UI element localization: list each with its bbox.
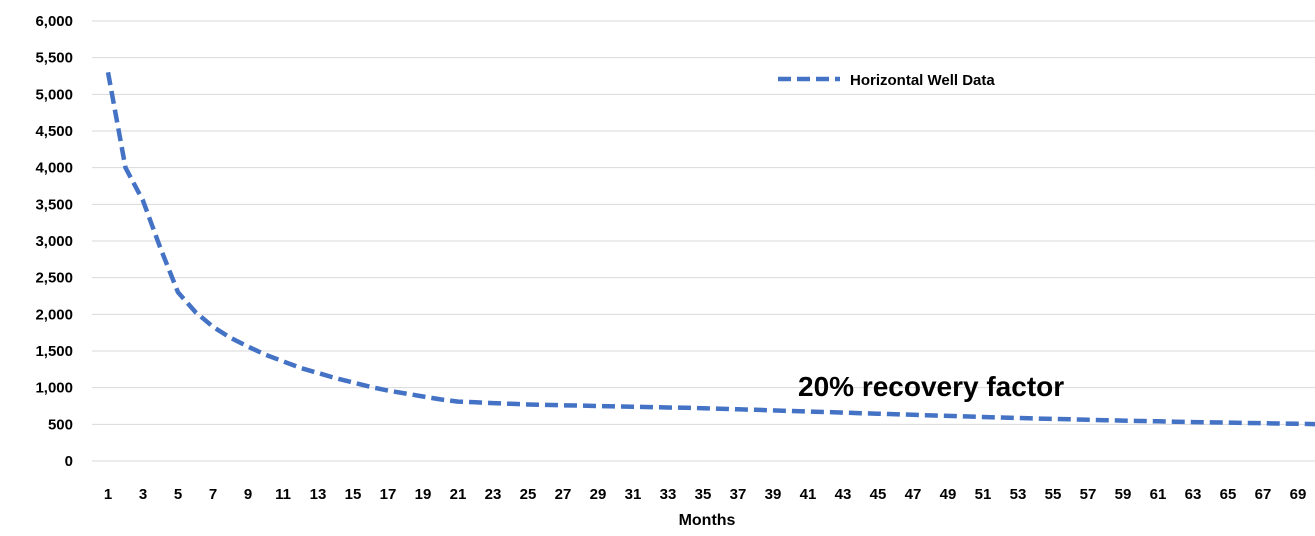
- x-tick-label: 63: [1185, 486, 1202, 503]
- y-tick-label: 0: [65, 453, 73, 470]
- y-tick-label: 3,000: [35, 233, 73, 250]
- y-tick-label: 5,500: [35, 50, 73, 67]
- x-tick-label: 69: [1290, 486, 1307, 503]
- y-tick-label: 2,000: [35, 306, 73, 323]
- y-tick-label: 1,500: [35, 343, 73, 360]
- y-tick-label: 4,500: [35, 123, 73, 140]
- x-tick-label: 35: [695, 486, 712, 503]
- x-tick-label: 31: [625, 486, 642, 503]
- x-tick-label: 51: [975, 486, 992, 503]
- x-tick-label: 47: [905, 486, 922, 503]
- x-axis-title: Months: [679, 512, 736, 529]
- x-tick-label: 11: [275, 486, 291, 503]
- x-tick-label: 67: [1255, 486, 1272, 503]
- x-tick-label: 27: [555, 486, 572, 503]
- x-tick-label: 25: [520, 486, 537, 503]
- x-tick-label: 55: [1045, 486, 1062, 503]
- x-tick-label: 65: [1220, 486, 1237, 503]
- recovery-factor-annotation: 20% recovery factor: [798, 371, 1064, 402]
- x-tick-label: 33: [660, 486, 677, 503]
- x-axis-tick-labels: 1 3 5 7 9 11 13 15 17 19 21 23 25 27 29 31 33 35 37 39 41 43 4…: [104, 486, 1307, 503]
- x-tick-label: 1: [104, 486, 112, 503]
- y-tick-label: 5,000: [35, 86, 73, 103]
- y-tick-label: 1,000: [35, 380, 73, 397]
- x-tick-label: 13: [310, 486, 327, 503]
- y-tick-label: 2,500: [35, 270, 73, 287]
- x-tick-label: 3: [139, 486, 147, 503]
- series-line-horizontal-well-data: [105, 71, 1315, 427]
- gridlines: [92, 20, 1315, 462]
- y-tick-label: 3,500: [35, 196, 73, 213]
- legend: Horizontal Well Data: [778, 72, 995, 89]
- x-tick-label: 37: [730, 486, 747, 503]
- x-tick-label: 39: [765, 486, 782, 503]
- x-tick-label: 61: [1150, 486, 1167, 503]
- x-tick-label: 7: [209, 486, 217, 503]
- x-tick-label: 21: [450, 486, 467, 503]
- x-tick-label: 17: [380, 486, 397, 503]
- legend-label-horizontal-well-data: Horizontal Well Data: [850, 72, 995, 89]
- x-tick-label: 5: [174, 486, 182, 503]
- x-tick-label: 59: [1115, 486, 1132, 503]
- x-tick-label: 49: [940, 486, 957, 503]
- y-tick-label: 6,000: [35, 13, 73, 30]
- x-tick-label: 23: [485, 486, 502, 503]
- x-tick-label: 45: [870, 486, 887, 503]
- y-tick-label: 4,000: [35, 160, 73, 177]
- x-tick-label: 9: [244, 486, 252, 503]
- x-tick-label: 15: [345, 486, 362, 503]
- x-tick-label: 43: [835, 486, 852, 503]
- series-layer: [105, 71, 1315, 427]
- y-axis-tick-labels: 0 500 1,000 1,500 2,000 2,500 3,000 3,500 4,000 4…: [35, 13, 73, 470]
- x-tick-label: 57: [1080, 486, 1097, 503]
- y-tick-label: 500: [48, 416, 73, 433]
- x-tick-label: 19: [415, 486, 432, 503]
- x-tick-label: 41: [800, 486, 817, 503]
- x-tick-label: 29: [590, 486, 607, 503]
- x-tick-label: 53: [1010, 486, 1027, 503]
